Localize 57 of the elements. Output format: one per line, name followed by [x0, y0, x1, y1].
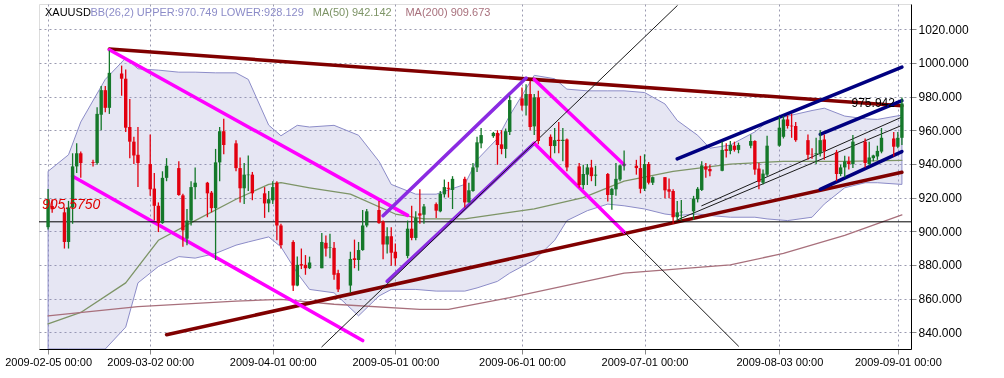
y-tick-label: 940.000: [918, 157, 963, 172]
chart-title: XAUUSD: [45, 6, 91, 18]
candlestick: [418, 188, 422, 225]
y-tick-label: 980.000: [918, 90, 963, 105]
candlestick: [867, 141, 871, 167]
y-tick-label: 1020.000: [918, 22, 969, 37]
candlestick: [577, 162, 581, 189]
candlestick: [585, 163, 590, 186]
candlestick: [589, 159, 594, 182]
x-tick-label: 2009-07-01 00:00: [601, 355, 689, 368]
candlestick: [806, 133, 810, 161]
y-tick-label: 920.000: [918, 191, 963, 206]
candlestick: [708, 164, 712, 177]
candlestick: [892, 131, 896, 158]
candlestick: [422, 203, 426, 225]
candlestick: [299, 247, 304, 270]
y-tick-label: 1000.000: [918, 56, 969, 71]
y-tick-label: 960.000: [918, 123, 963, 138]
line-series: [47, 214, 903, 317]
candlestick: [324, 234, 328, 258]
x-tick-label: 2009-06-01 00:00: [479, 355, 566, 368]
y-tick-label: 900.000: [918, 224, 963, 239]
x-tick-label: 2009-09-01 00:00: [854, 355, 942, 368]
candlestick: [638, 155, 643, 194]
y-tick-label: 880.000: [918, 258, 963, 273]
x-tick-label: 2009-02-05 00:00: [5, 355, 93, 368]
y-tick-label: 860.000: [918, 292, 963, 307]
x-tick-label: 2009-08-03 00:00: [736, 355, 824, 368]
candlestick: [720, 141, 724, 172]
text: MA(200) 909.673: [405, 6, 491, 18]
candlestick: [851, 134, 855, 169]
candlestick: [389, 226, 393, 267]
candlestick: [814, 137, 818, 165]
text: MA(50) 942.142: [312, 6, 392, 18]
legend-label: BB(26,2) UPPER:970.749 LOWER:928.129: [90, 6, 304, 18]
candlestick: [524, 83, 528, 117]
candlestick: [352, 238, 357, 269]
candlestick: [499, 129, 504, 155]
candlestick: [593, 165, 598, 187]
candlestick: [561, 127, 565, 162]
candlestick: [136, 126, 140, 188]
annotation: 975.942: [851, 96, 896, 111]
candlestick: [822, 133, 826, 161]
candlestick: [552, 127, 557, 154]
candlestick: [242, 162, 246, 205]
candlestick: [103, 85, 107, 113]
x-tick-label: 2009-04-01 00:00: [229, 355, 317, 368]
candlestick: [91, 159, 95, 168]
candlestick: [520, 86, 524, 112]
candlestick: [295, 255, 299, 287]
x-tick-label: 2009-03-02 00:00: [107, 355, 195, 368]
candlestick: [663, 176, 667, 199]
y-tick-label: 840.000: [918, 325, 963, 340]
x-tick-label: 2009-05-01 00:00: [352, 355, 440, 368]
candlestick: [863, 137, 867, 169]
candlestick: [79, 150, 83, 179]
candlestick: [385, 226, 389, 255]
